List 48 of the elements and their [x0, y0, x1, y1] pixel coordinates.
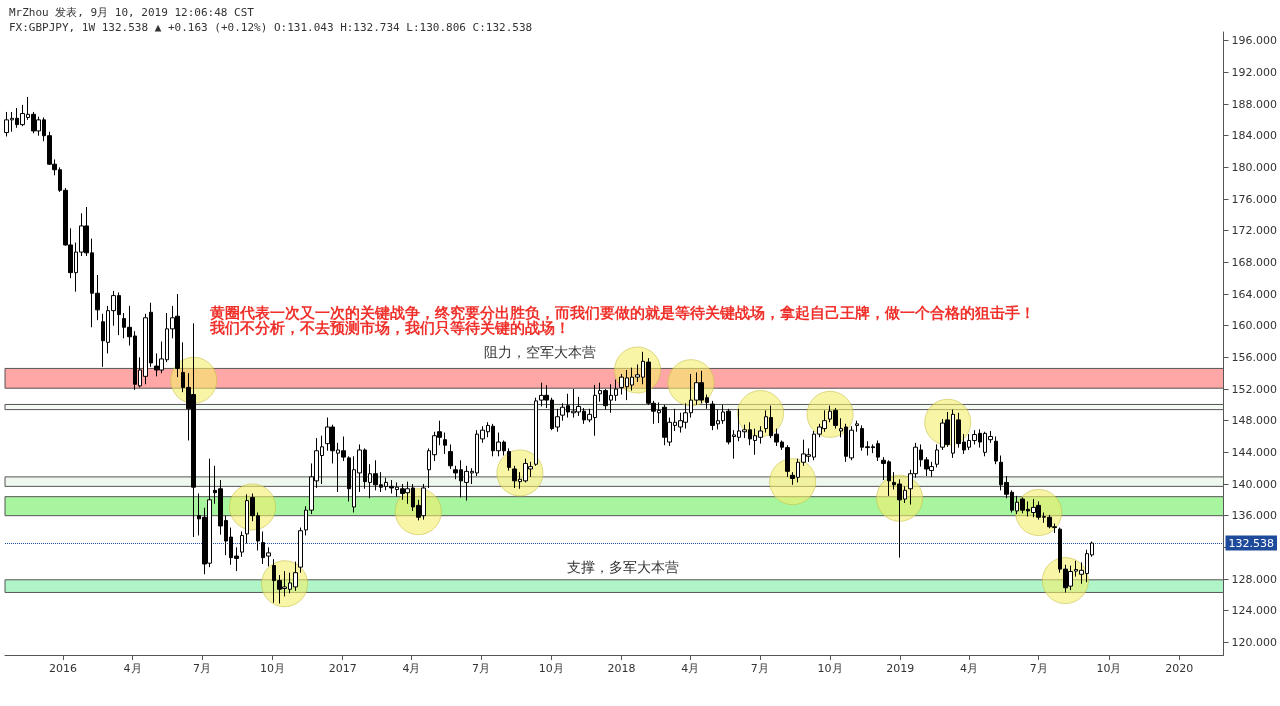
y-tick-label: 124.000 — [1231, 604, 1278, 618]
y-tick-label: 184.000 — [1231, 129, 1278, 143]
y-tick-label: 176.000 — [1231, 192, 1278, 206]
x-tick-label: 4月 — [402, 662, 421, 675]
candlestick — [443, 432, 447, 455]
y-tick-label: 192.000 — [1231, 65, 1278, 79]
x-tick-label: 2018 — [607, 662, 636, 675]
x-tick-label: 7月 — [193, 662, 212, 675]
x-tick-label: 2016 — [49, 662, 78, 675]
y-tick-label: 156.000 — [1231, 350, 1278, 364]
x-tick-label: 10月 — [1096, 662, 1122, 675]
x-tick-label: 7月 — [471, 662, 490, 675]
y-tick-label: 144.000 — [1231, 445, 1278, 459]
y-tick-label: 164.000 — [1231, 287, 1278, 301]
y-tick-label: 160.000 — [1231, 319, 1278, 333]
x-tick-label: 4月 — [681, 662, 700, 675]
y-tick-label: 120.000 — [1231, 635, 1278, 649]
x-tick-label: 10月 — [259, 662, 285, 675]
candlestick — [448, 443, 453, 470]
chart-title: MrZhou 发表, 9月 10, 2019 12:06:48 CST — [9, 6, 255, 19]
x-tick-label: 2020 — [1165, 662, 1194, 675]
x-tick-label: 2017 — [328, 662, 357, 675]
y-tick-label: 196.000 — [1231, 34, 1278, 48]
annotation: 阻力，空军大本营 — [484, 344, 596, 360]
y-tick-label: 148.000 — [1231, 414, 1278, 428]
candlestick — [935, 443, 939, 468]
y-tick-label: 188.000 — [1231, 97, 1278, 111]
x-tick-label: 7月 — [750, 662, 769, 675]
x-tick-label: 4月 — [960, 662, 979, 675]
x-tick-label: 2019 — [886, 662, 915, 675]
y-tick-label: 140.000 — [1231, 477, 1278, 491]
ref-line-label: 132.538 — [1228, 536, 1275, 550]
x-tick-label: 10月 — [817, 662, 843, 675]
y-tick-label: 136.000 — [1231, 509, 1278, 523]
y-tick-label: 152.000 — [1231, 382, 1278, 396]
candlestick — [240, 531, 244, 558]
x-tick-label: 10月 — [538, 662, 564, 675]
y-tick-label: 128.000 — [1231, 572, 1278, 586]
x-tick-label: 4月 — [123, 662, 142, 675]
y-tick-label: 180.000 — [1231, 160, 1278, 174]
candlestick — [994, 436, 998, 465]
y-tick-label: 172.000 — [1231, 224, 1278, 238]
y-tick-label: 168.000 — [1231, 255, 1278, 269]
chart-subtitle: FX:GBPJPY, 1W 132.538 ▲ +0.163 (+0.12%) O:131.043 H:132.734 L:130.806 C:132.538 — [9, 21, 533, 34]
annotation: 支撑，多军大本营 — [567, 559, 679, 575]
x-tick-label: 7月 — [1029, 662, 1048, 675]
candlestick — [507, 447, 511, 472]
candlestick — [855, 420, 859, 433]
